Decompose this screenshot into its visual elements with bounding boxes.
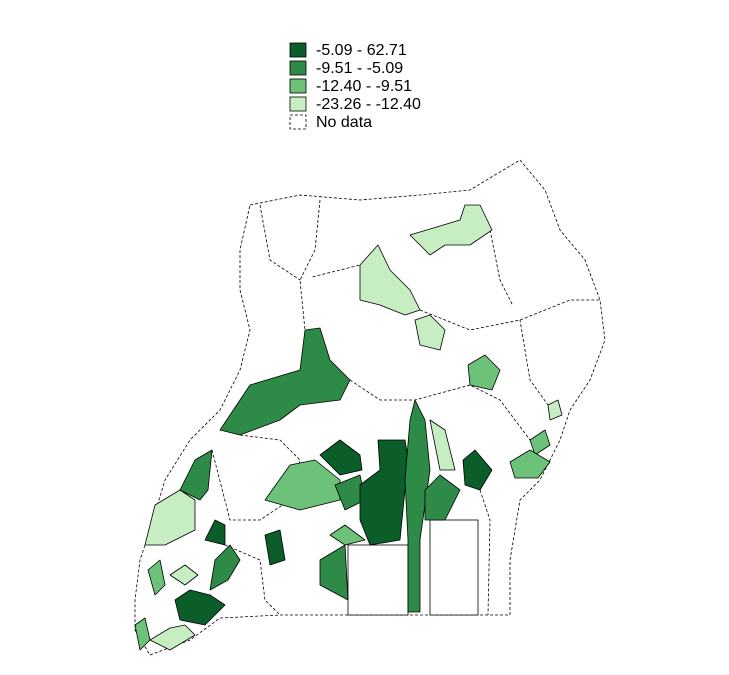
district [144,489,196,546]
district [264,459,341,511]
lake-area [347,544,409,616]
district [179,449,213,501]
legend-swatch [289,42,307,58]
district [547,399,563,421]
district [329,524,366,546]
district [319,439,363,476]
district [359,244,421,316]
district [219,327,351,436]
district [409,204,493,256]
legend-label: No data [316,114,372,131]
district [509,449,551,479]
district [414,314,446,351]
district [147,559,166,596]
district-border [419,299,600,331]
district [429,419,456,471]
district [424,474,461,521]
district-border [479,489,491,616]
district [209,544,241,591]
legend-label: -12.40 - -9.51 [316,78,412,95]
legend-label: -23.26 - -12.40 [316,96,421,113]
legend-label: -9.51 - -5.09 [316,60,403,77]
district [149,624,196,651]
district [319,544,349,601]
district [529,429,551,456]
district-border [299,199,321,331]
map [134,159,606,656]
district [174,589,226,626]
district-border [349,379,531,441]
legend-swatch [289,114,307,130]
legend-swatch [289,96,307,112]
district [264,529,286,566]
legend-swatch [289,78,307,94]
legend: -5.09 - 62.71-9.51 - -5.09-12.40 - -9.51… [289,42,421,131]
district [134,617,151,651]
lake-area [429,519,479,616]
district [169,564,199,586]
district [204,519,226,546]
district [467,354,501,391]
legend-label: -5.09 - 62.71 [316,42,407,59]
legend-swatch [289,60,307,76]
district [462,449,493,491]
